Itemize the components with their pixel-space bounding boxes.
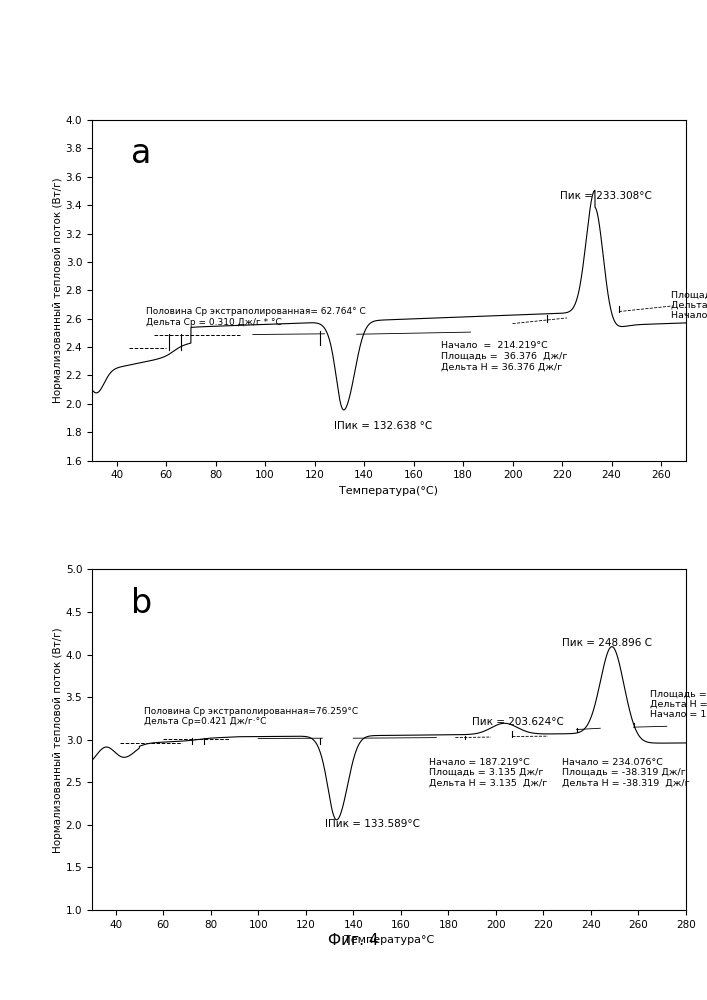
Text: Начало = 187.219°C
Площадь = 3.135 Дж/г
Дельта H = 3.135  Дж/г: Начало = 187.219°C Площадь = 3.135 Дж/г … xyxy=(429,758,547,787)
Y-axis label: Нормализованный тепловой поток (Вт/г): Нормализованный тепловой поток (Вт/г) xyxy=(53,627,63,853)
Text: Начало  =  214.219°C
Площадь =  36.376  Дж/г
Дельта H = 36.376 Дж/г: Начало = 214.219°C Площадь = 36.376 Дж/г… xyxy=(441,341,567,371)
X-axis label: Температура(°C): Температура(°C) xyxy=(339,486,438,496)
Text: Площадь = -26.357 Дж/г
Дельта H = -26.357 Дж/г]
Начало = 122.300°C: Площадь = -26.357 Дж/г Дельта H = -26.35… xyxy=(671,290,707,320)
Y-axis label: Нормализованный тепловой поток (Вт/г): Нормализованный тепловой поток (Вт/г) xyxy=(53,177,63,403)
Text: ⅠПик = 132.638 °С: ⅠПик = 132.638 °С xyxy=(334,421,433,431)
Text: ⅠПик = 133.589°C: ⅠПик = 133.589°C xyxy=(325,819,420,829)
Text: Фиг. 4: Фиг. 4 xyxy=(328,933,379,948)
Text: a: a xyxy=(131,137,151,170)
Text: Пик = 233.308°C: Пик = 233.308°C xyxy=(559,191,651,201)
Text: Пик = 203.624°C: Пик = 203.624°C xyxy=(472,717,564,727)
Text: Пик = 248.896 С: Пик = 248.896 С xyxy=(562,638,653,648)
X-axis label: Температура°C: Температура°C xyxy=(344,935,434,945)
Text: Половина Cp экстраполированная=76.259°C
Дельта Cp=0.421 Дж/г·°C: Половина Cp экстраполированная=76.259°C … xyxy=(144,707,358,726)
Text: Начало = 234.076°C
Площадь = -38.319 Дж/г
Дельта H = -38.319  Дж/г: Начало = 234.076°C Площадь = -38.319 Дж/… xyxy=(562,758,690,787)
Text: b: b xyxy=(131,587,152,620)
Text: Площадь = -26.568 Дж/г
Дельта H = -26.567 Дж/г
Начало = 126.939°C: Площадь = -26.568 Дж/г Дельта H = -26.56… xyxy=(650,690,707,719)
Text: Половина Cp экстраполированная= 62.764° C
Дельта Cp = 0.310 Дж/г * °C: Половина Cp экстраполированная= 62.764° … xyxy=(146,307,366,327)
